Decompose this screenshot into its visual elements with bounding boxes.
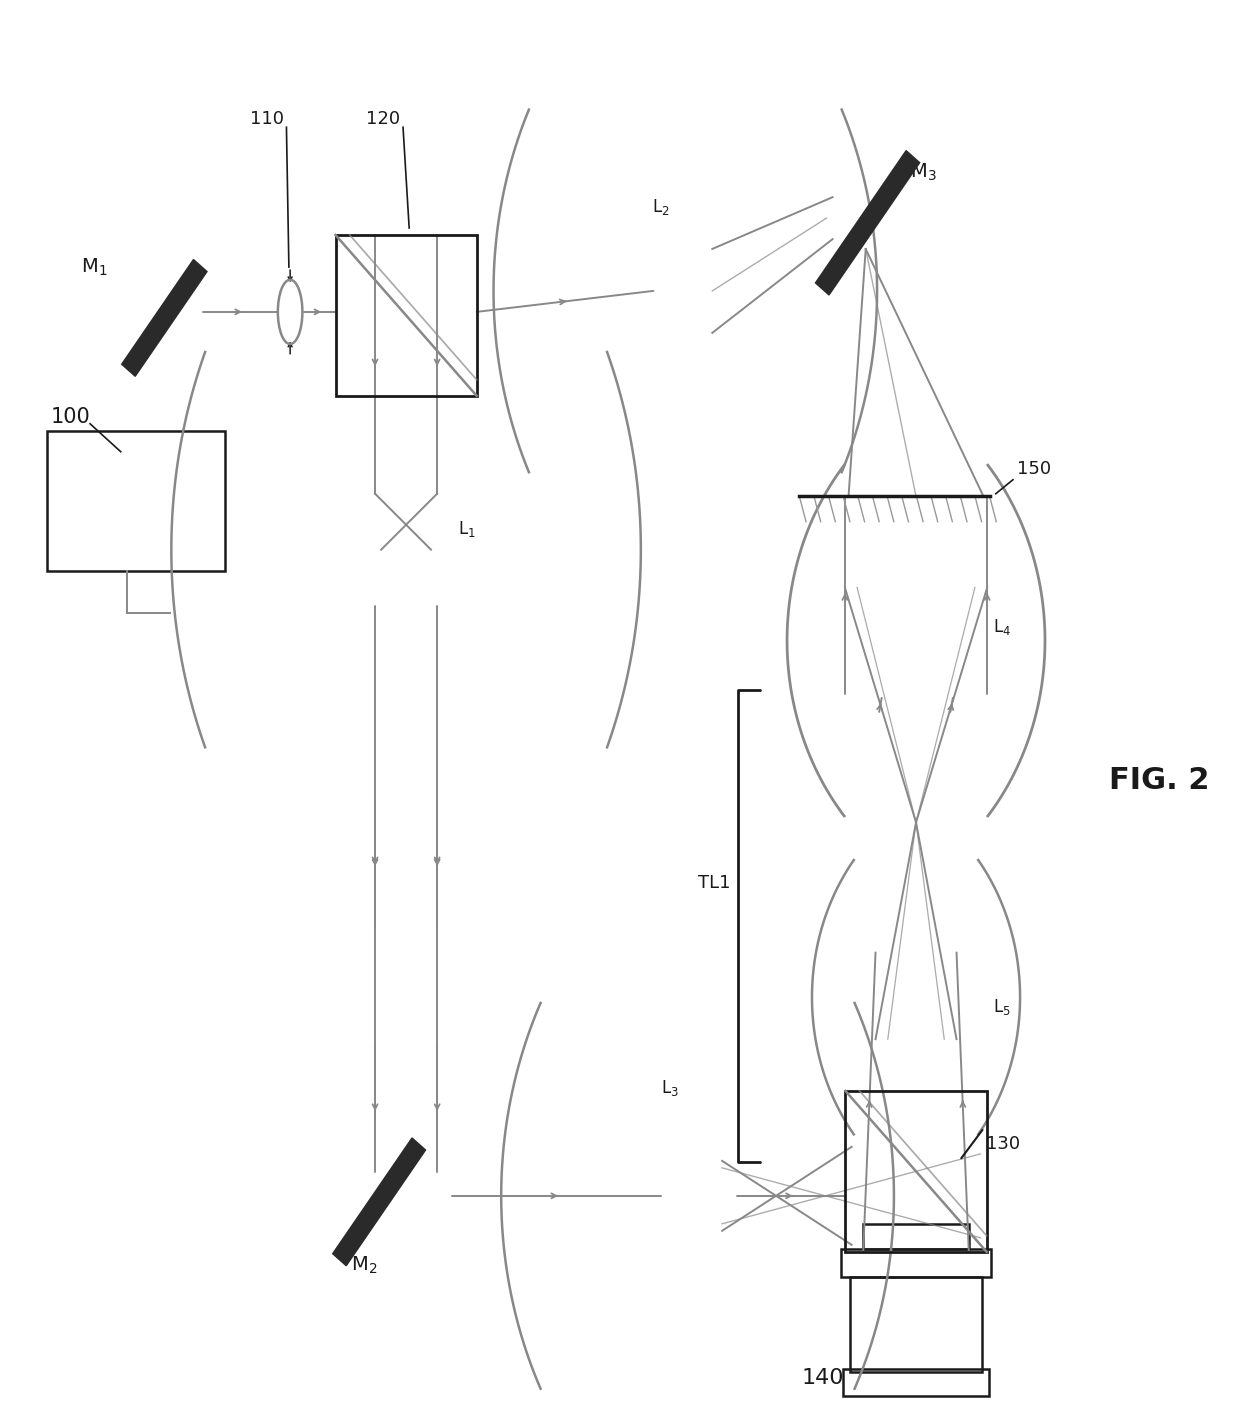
Text: L$_3$: L$_3$ [661,1078,678,1097]
Text: 140: 140 [802,1368,844,1387]
Text: 130: 130 [986,1135,1021,1154]
Polygon shape [332,1138,425,1266]
Text: M$_1$: M$_1$ [82,256,108,277]
Bar [841,1249,991,1278]
Text: 150: 150 [1017,460,1050,477]
Text: M$_2$: M$_2$ [351,1255,378,1276]
Text: FIG. 2: FIG. 2 [1109,765,1209,795]
Bar [846,1090,987,1252]
Text: M$_3$: M$_3$ [910,162,936,183]
Bar [843,1369,990,1396]
Text: 110: 110 [249,110,284,128]
Text: 120: 120 [366,110,401,128]
Polygon shape [122,259,207,376]
Text: 100: 100 [51,407,91,426]
Text: L$_2$: L$_2$ [652,197,670,217]
Bar [47,431,226,571]
Bar [849,1278,982,1372]
Polygon shape [816,151,920,295]
Text: L$_1$: L$_1$ [459,519,476,539]
Bar [863,1224,968,1249]
Text: L$_5$: L$_5$ [993,998,1011,1017]
Bar [336,235,476,395]
Text: L$_4$: L$_4$ [993,616,1012,636]
Text: TL1: TL1 [698,874,730,892]
